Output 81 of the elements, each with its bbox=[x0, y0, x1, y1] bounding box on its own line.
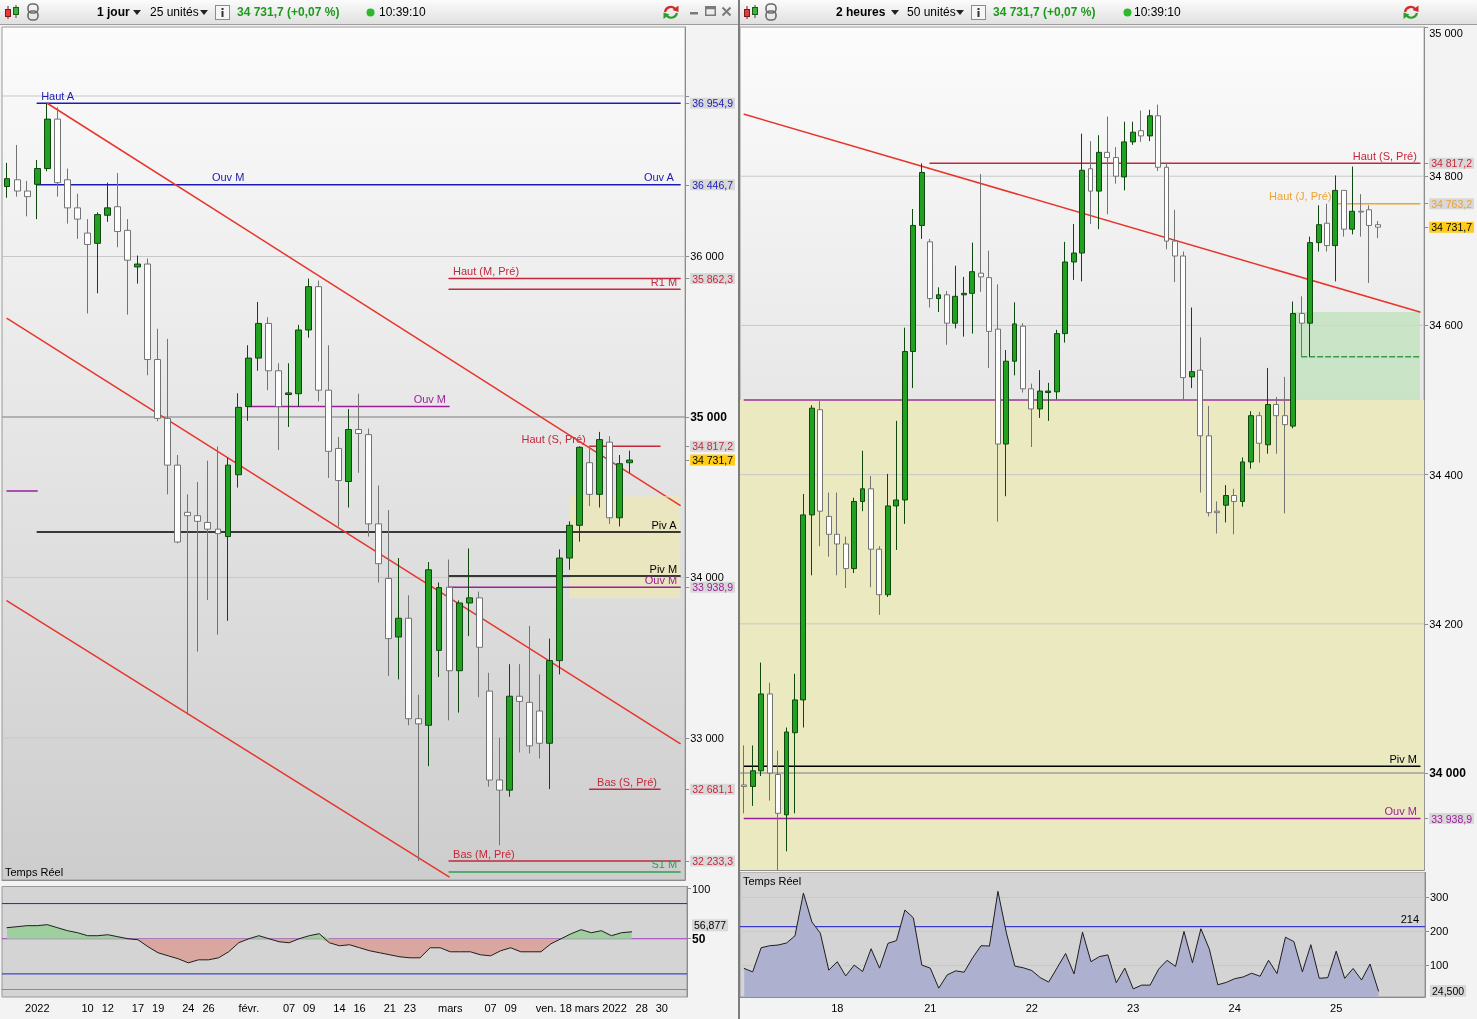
chart-subtitle: Temps Réel bbox=[743, 874, 802, 887]
y-tick-label: 50 bbox=[692, 931, 706, 946]
annotation: Ouv M bbox=[211, 171, 245, 184]
x-tick-label: 17 bbox=[131, 1001, 145, 1014]
x-tick-label: 25 bbox=[1330, 1001, 1343, 1014]
x-tick-label: 14 bbox=[333, 1001, 346, 1014]
text: 50 unités bbox=[907, 5, 956, 19]
x-tick-label: 24 bbox=[1228, 1001, 1241, 1014]
annotation: Haut (J, Pré) bbox=[1269, 190, 1332, 203]
x-tick-label: 23 bbox=[1127, 1001, 1140, 1014]
x-tick-label: ven. 18 mars 2022 bbox=[535, 1001, 627, 1014]
series-label: Piv M bbox=[1389, 752, 1417, 765]
y-tick-label: 33 000 bbox=[690, 731, 724, 744]
y-tick-label: 300 bbox=[1430, 891, 1449, 904]
series-label: Haut (S, Pré) bbox=[1352, 149, 1417, 162]
y-tick-label: 34 817,2 bbox=[1431, 157, 1473, 170]
y-tick-label: 33 938,9 bbox=[692, 581, 734, 594]
y-tick-label: 35 862,3 bbox=[692, 272, 734, 285]
annotation: Ouv A bbox=[643, 171, 675, 184]
y-tick-label: 34 200 bbox=[1429, 617, 1463, 630]
x-tick-label: févr. bbox=[238, 1001, 260, 1014]
y-tick-label: 34 600 bbox=[1429, 319, 1463, 332]
y-tick-label: 36 446,7 bbox=[692, 178, 734, 191]
text: 10:39:10 bbox=[1134, 5, 1181, 19]
y-tick-label: 100 bbox=[692, 882, 711, 895]
text: 34 731,7 (+0,07 %) bbox=[237, 5, 340, 19]
x-tick-label: 18 bbox=[831, 1001, 844, 1014]
x-tick-label: 21 bbox=[383, 1001, 396, 1014]
x-tick-label: 16 bbox=[353, 1001, 366, 1014]
series-label: Piv A bbox=[651, 518, 678, 531]
y-tick-label: 34 731,7 bbox=[692, 454, 734, 467]
series-label: S1 M bbox=[651, 858, 678, 871]
y-tick-label: 34 731,7 bbox=[1431, 221, 1473, 234]
x-tick-label: 09 bbox=[504, 1001, 517, 1014]
y-tick-label: 200 bbox=[1430, 925, 1449, 938]
annotation: Bas (M, Pré) bbox=[453, 847, 515, 860]
series-label: Piv M bbox=[649, 562, 678, 575]
series-label: Ouv M bbox=[1384, 805, 1417, 818]
x-tick-label: 22 bbox=[1025, 1001, 1038, 1014]
x-tick-label: 12 bbox=[101, 1001, 114, 1014]
y-tick-label: 36 954,9 bbox=[692, 97, 734, 110]
x-tick-label: 07 bbox=[484, 1001, 497, 1014]
y-tick-label: 36 000 bbox=[690, 250, 724, 263]
x-tick-label: 19 bbox=[152, 1001, 165, 1014]
y-tick-label: 35 000 bbox=[690, 409, 728, 424]
x-tick-label: 23 bbox=[403, 1001, 417, 1014]
x-tick-label: 10 bbox=[81, 1001, 94, 1014]
ref-line-label: 214 bbox=[1400, 913, 1419, 926]
x-tick-label: 07 bbox=[282, 1001, 296, 1014]
text: 25 unités bbox=[150, 5, 199, 19]
text: 34 731,7 (+0,07 %) bbox=[993, 5, 1096, 19]
series-label: Bas (S, Pré) bbox=[597, 775, 658, 788]
text: 24,500 bbox=[1432, 985, 1465, 998]
x-tick-label: 30 bbox=[655, 1001, 668, 1014]
annotation: Haut (M, Pré) bbox=[453, 265, 520, 278]
y-tick-label: 34 763,2 bbox=[1431, 197, 1473, 210]
y-tick-label: 34 800 bbox=[1429, 170, 1463, 183]
x-tick-label: 24 bbox=[182, 1001, 195, 1014]
y-tick-label: 32 233,3 bbox=[692, 855, 734, 868]
annotation: Haut A bbox=[41, 89, 75, 102]
x-tick-label: 2022 bbox=[25, 1001, 50, 1014]
x-tick-label: 26 bbox=[202, 1001, 215, 1014]
y-tick-label: 34 000 bbox=[1429, 766, 1467, 781]
x-tick-label: mars bbox=[438, 1001, 463, 1014]
x-tick-label: 21 bbox=[924, 1001, 937, 1014]
y-tick-label: 35 000 bbox=[1429, 26, 1463, 39]
text: 56,877 bbox=[694, 919, 727, 932]
x-tick-label: 09 bbox=[303, 1001, 316, 1014]
text: Temps Réel bbox=[5, 865, 64, 878]
x-tick-label: 28 bbox=[635, 1001, 648, 1014]
y-tick-label: 34 000 bbox=[690, 571, 724, 584]
y-tick-label: 32 681,1 bbox=[692, 783, 734, 796]
series-label: Ouv M bbox=[644, 573, 678, 586]
text: 2 heures bbox=[836, 5, 886, 19]
y-tick-label: 34 400 bbox=[1429, 468, 1463, 481]
y-tick-label: 33 938,9 bbox=[1431, 812, 1473, 825]
text: 10:39:10 bbox=[379, 5, 426, 19]
y-tick-label: 100 bbox=[1430, 959, 1449, 972]
text: 1 jour bbox=[97, 5, 130, 19]
y-tick-label: 34 817,2 bbox=[692, 440, 734, 453]
series-label: Ouv M bbox=[413, 393, 447, 406]
